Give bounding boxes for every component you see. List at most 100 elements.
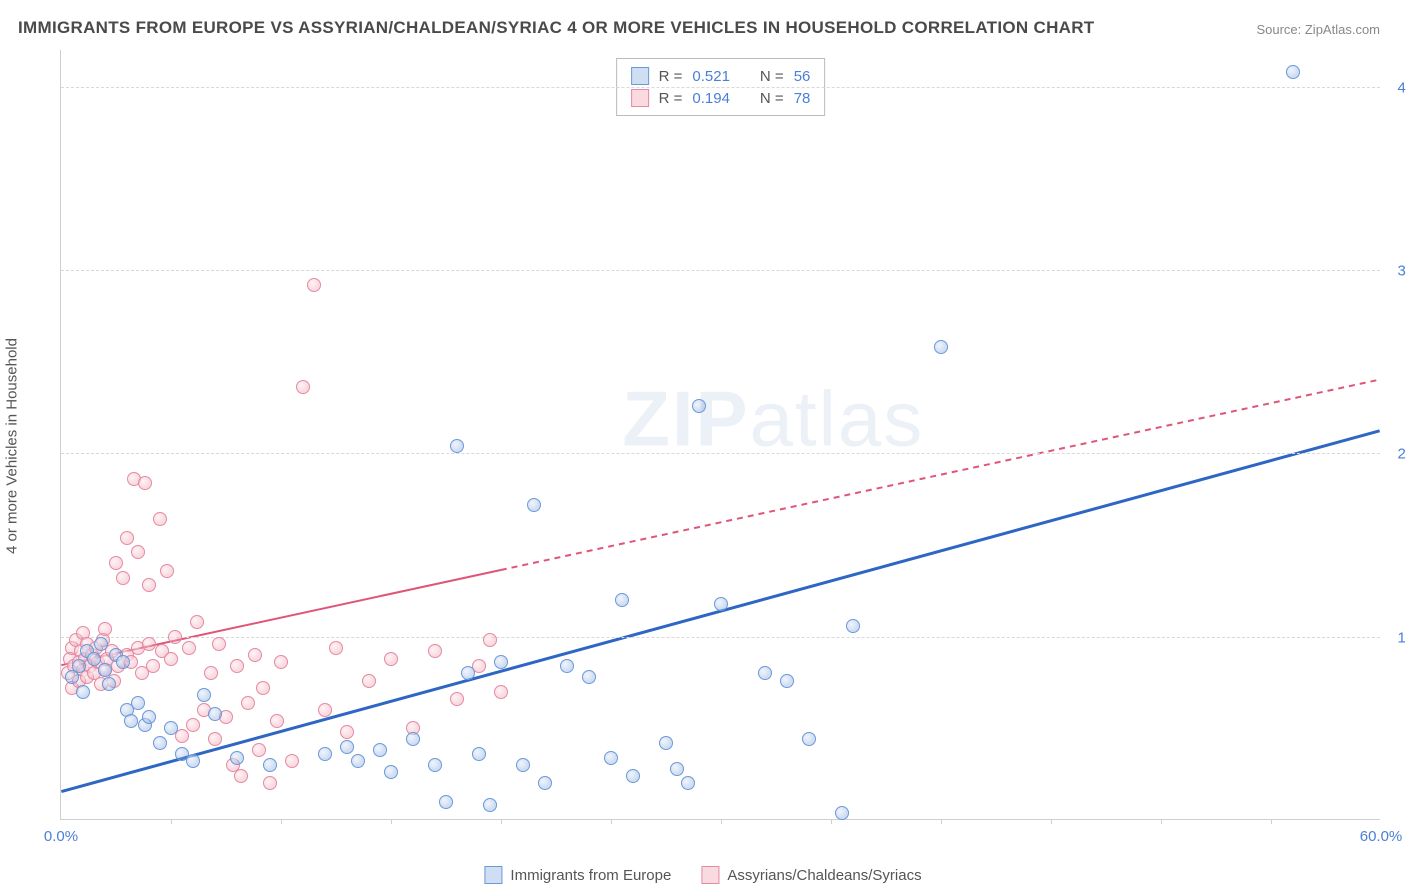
gridline: 10.0% (61, 637, 1380, 638)
data-point (450, 692, 464, 706)
data-point (560, 659, 574, 673)
x-tick-mark (721, 819, 722, 824)
y-tick-label: 10.0% (1388, 629, 1406, 646)
data-point (1286, 65, 1300, 79)
y-tick-label: 40.0% (1388, 79, 1406, 96)
data-point (234, 769, 248, 783)
data-point (160, 564, 174, 578)
data-point (153, 736, 167, 750)
data-point (406, 732, 420, 746)
gridline: 20.0% (61, 453, 1380, 454)
data-point (186, 754, 200, 768)
data-point (604, 751, 618, 765)
data-point (142, 578, 156, 592)
x-tick-mark (391, 819, 392, 824)
data-point (538, 776, 552, 790)
data-point (615, 593, 629, 607)
x-tick-mark (1051, 819, 1052, 824)
y-axis-label: 4 or more Vehicles in Household (4, 338, 21, 554)
data-point (72, 659, 86, 673)
data-point (98, 622, 112, 636)
data-point (835, 806, 849, 820)
source-label: Source: ZipAtlas.com (1256, 22, 1380, 37)
data-point (248, 648, 262, 662)
data-point (120, 531, 134, 545)
data-point (681, 776, 695, 790)
chart-container: IMMIGRANTS FROM EUROPE VS ASSYRIAN/CHALD… (0, 0, 1406, 892)
regression-lines (61, 50, 1380, 819)
data-point (802, 732, 816, 746)
data-point (384, 652, 398, 666)
data-point (182, 641, 196, 655)
data-point (256, 681, 270, 695)
data-point (230, 659, 244, 673)
watermark: ZIPatlas (622, 374, 924, 465)
data-point (212, 637, 226, 651)
data-point (285, 754, 299, 768)
gridline: 40.0% (61, 87, 1380, 88)
data-point (483, 798, 497, 812)
data-point (714, 597, 728, 611)
data-point (428, 758, 442, 772)
data-point (846, 619, 860, 633)
data-point (296, 380, 310, 394)
legend-row: R =0.521N =56 (631, 65, 811, 87)
data-point (472, 747, 486, 761)
data-point (461, 666, 475, 680)
legend-label: Immigrants from Europe (510, 867, 671, 884)
data-point (659, 736, 673, 750)
data-point (307, 278, 321, 292)
legend-row: R =0.194N =78 (631, 87, 811, 109)
data-point (142, 710, 156, 724)
data-point (190, 615, 204, 629)
swatch-icon (631, 89, 649, 107)
data-point (204, 666, 218, 680)
data-point (450, 439, 464, 453)
gridline: 30.0% (61, 270, 1380, 271)
data-point (758, 666, 772, 680)
r-label: R = (659, 68, 683, 85)
n-value: 78 (794, 90, 811, 107)
data-point (116, 655, 130, 669)
data-point (670, 762, 684, 776)
data-point (384, 765, 398, 779)
data-point (263, 758, 277, 772)
y-tick-label: 20.0% (1388, 446, 1406, 463)
data-point (274, 655, 288, 669)
data-point (263, 776, 277, 790)
data-point (153, 512, 167, 526)
data-point (230, 751, 244, 765)
data-point (351, 754, 365, 768)
data-point (692, 399, 706, 413)
legend-label: Assyrians/Chaldeans/Syriacs (727, 867, 921, 884)
x-tick-label: 60.0% (1360, 828, 1403, 845)
data-point (241, 696, 255, 710)
r-value: 0.194 (692, 90, 730, 107)
data-point (109, 556, 123, 570)
n-value: 56 (794, 68, 811, 85)
legend-series: Immigrants from Europe Assyrians/Chaldean… (484, 866, 921, 884)
data-point (340, 740, 354, 754)
data-point (780, 674, 794, 688)
data-point (439, 795, 453, 809)
data-point (146, 659, 160, 673)
x-tick-label: 0.0% (44, 828, 78, 845)
data-point (934, 340, 948, 354)
x-tick-mark (171, 819, 172, 824)
data-point (76, 685, 90, 699)
x-tick-mark (611, 819, 612, 824)
data-point (208, 707, 222, 721)
data-point (626, 769, 640, 783)
data-point (483, 633, 497, 647)
data-point (138, 476, 152, 490)
r-label: R = (659, 90, 683, 107)
n-label: N = (760, 68, 784, 85)
data-point (116, 571, 130, 585)
chart-title: IMMIGRANTS FROM EUROPE VS ASSYRIAN/CHALD… (18, 18, 1095, 38)
legend-item: Assyrians/Chaldeans/Syriacs (701, 866, 921, 884)
data-point (102, 677, 116, 691)
data-point (131, 545, 145, 559)
swatch-icon (484, 866, 502, 884)
data-point (270, 714, 284, 728)
legend-item: Immigrants from Europe (484, 866, 671, 884)
